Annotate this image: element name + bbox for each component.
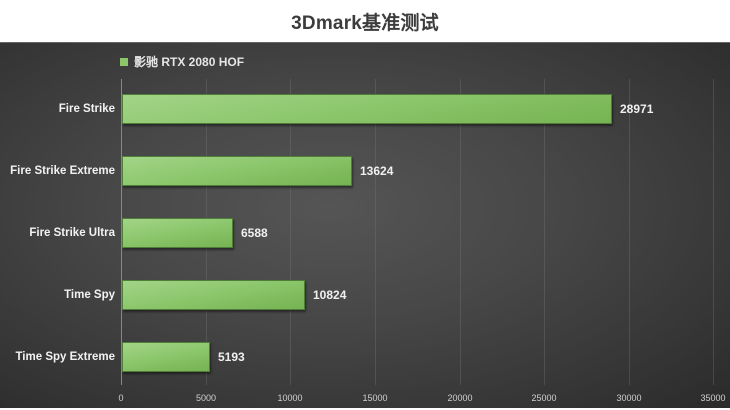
- bar-value-label: 10824: [313, 288, 347, 302]
- category-label: Fire Strike Extreme: [10, 165, 115, 177]
- bar-value-label: 13624: [360, 164, 394, 178]
- gridline: [290, 79, 291, 385]
- plot-area: 28971 13624 6588 10824 5193: [121, 79, 714, 385]
- bar: [122, 156, 352, 186]
- bar: [122, 218, 233, 248]
- x-tick-label: 0: [118, 393, 124, 403]
- category-label: Time Spy Extreme: [15, 351, 115, 363]
- bar-value-label: 6588: [241, 226, 268, 240]
- legend-label: 影驰 RTX 2080 HOF: [134, 55, 245, 69]
- x-tick-label: 25000: [531, 393, 557, 403]
- bar: [122, 342, 210, 372]
- x-tick-label: 30000: [616, 393, 642, 403]
- gridline: [629, 79, 630, 385]
- gridline: [713, 79, 714, 385]
- y-axis-line: [121, 79, 122, 385]
- gridline: [460, 79, 461, 385]
- x-tick-label: 15000: [362, 393, 388, 403]
- category-label: Fire Strike Ultra: [29, 227, 115, 239]
- x-tick-label: 5000: [195, 393, 217, 403]
- bar-value-label: 5193: [218, 350, 245, 364]
- bar: [122, 94, 612, 124]
- bar-value-label: 28971: [620, 102, 654, 116]
- x-tick-label: 20000: [447, 393, 473, 403]
- chart-panel: 影驰 RTX 2080 HOF Fire Strike Fire Strike …: [0, 42, 730, 408]
- category-label: Time Spy: [64, 289, 115, 301]
- gridline: [375, 79, 376, 385]
- chart-title: 3Dmark基准测试: [291, 12, 439, 34]
- gridline: [544, 79, 545, 385]
- legend-swatch: [120, 57, 128, 66]
- category-label: Fire Strike: [58, 103, 115, 115]
- x-tick-label: 35000: [700, 393, 726, 403]
- legend: 影驰 RTX 2080 HOF: [120, 53, 244, 70]
- x-tick-label: 10000: [277, 393, 303, 403]
- bar: [122, 280, 305, 310]
